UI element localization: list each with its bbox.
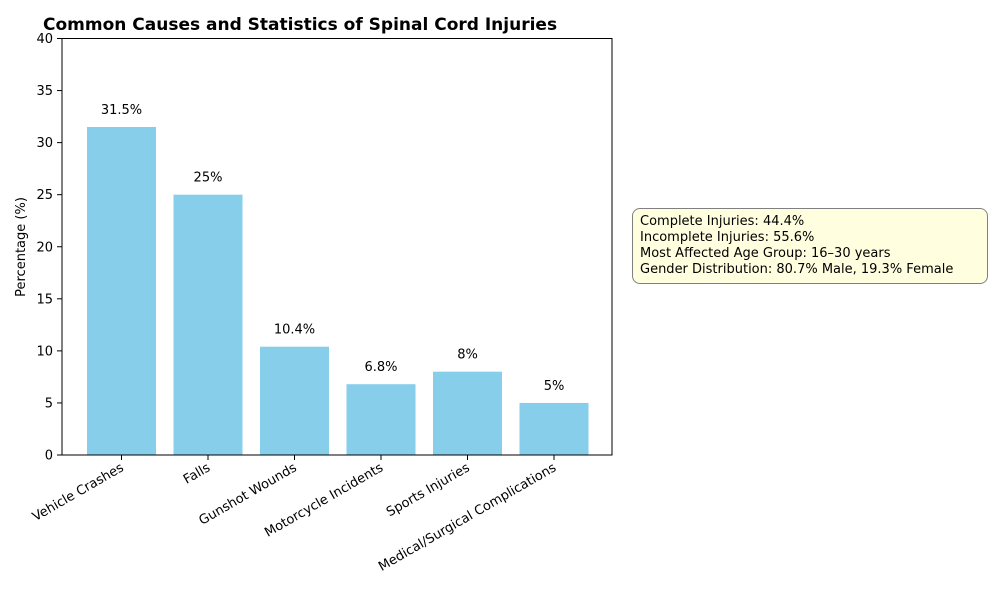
y-tick-label: 5 — [45, 396, 53, 411]
bars-layer — [87, 127, 589, 455]
y-tick-label: 0 — [45, 449, 53, 464]
y-axis: 0 5 10 15 20 25 30 35 40 — [36, 32, 62, 464]
x-tick-label: Sports Injuries — [384, 460, 473, 520]
bar-value-label: 10.4% — [274, 323, 315, 338]
y-axis-label: Percentage (%) — [14, 197, 29, 297]
bar-5 — [433, 371, 502, 455]
y-tick-label: 35 — [36, 84, 53, 99]
x-tick-label: Medical/Surgical Complications — [376, 460, 559, 574]
y-tick-label: 20 — [36, 240, 53, 255]
plot-frame — [61, 38, 613, 456]
stats-gender-distribution: Gender Distribution: 80.7% Male, 19.3% F… — [640, 262, 954, 277]
y-tick-label: 30 — [36, 136, 53, 151]
bar-value-label: 5% — [544, 379, 565, 394]
bar-3 — [260, 346, 329, 455]
bar-4 — [346, 384, 416, 455]
y-tick-label: 40 — [36, 32, 53, 47]
bar-value-label: 31.5% — [101, 103, 142, 118]
y-tick-label: 10 — [36, 344, 53, 359]
stats-incomplete-injuries: Incomplete Injuries: 55.6% — [640, 230, 815, 245]
stats-complete-injuries: Complete Injuries: 44.4% — [640, 214, 805, 229]
bar-value-label: 25% — [194, 171, 223, 186]
bar-value-label: 8% — [457, 348, 478, 363]
bar-value-label: 6.8% — [364, 360, 397, 375]
bar-2 — [173, 194, 243, 455]
x-tick-label: Falls — [181, 460, 213, 487]
chart-title: Common Causes and Statistics of Spinal C… — [43, 15, 557, 35]
stats-box: Complete Injuries: 44.4% Incomplete Inju… — [632, 208, 988, 284]
bar-6 — [519, 402, 589, 455]
y-tick-label: 15 — [36, 292, 53, 307]
y-tick-label: 25 — [36, 188, 53, 203]
x-tick-label: Vehicle Crashes — [30, 460, 127, 525]
value-labels-layer: 31.5% 25% 10.4% 6.8% 8% 5% — [101, 103, 564, 394]
stats-age-group: Most Affected Age Group: 16–30 years — [640, 246, 891, 261]
bar-1 — [87, 127, 156, 455]
